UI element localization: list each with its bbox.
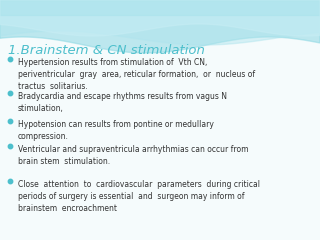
Text: Close  attention  to  cardiovascular  parameters  during critical
periods of sur: Close attention to cardiovascular parame…	[18, 180, 260, 213]
Text: Ventricular and supraventricula arrhythmias can occur from
brain stem  stimulati: Ventricular and supraventricula arrhythm…	[18, 145, 249, 166]
Text: Bradycardia and escape rhythms results from vagus N
stimulation,: Bradycardia and escape rhythms results f…	[18, 92, 227, 113]
Bar	[0, 0, 320, 15]
Text: Hypotension can results from pontine or medullary
compression.: Hypotension can results from pontine or …	[18, 120, 214, 141]
Text: Hypertension results from stimulation of  Vth CN,
periventricular  gray  area, r: Hypertension results from stimulation of…	[18, 58, 255, 90]
Text: 1.Brainstem & CN stimulation: 1.Brainstem & CN stimulation	[8, 44, 205, 57]
